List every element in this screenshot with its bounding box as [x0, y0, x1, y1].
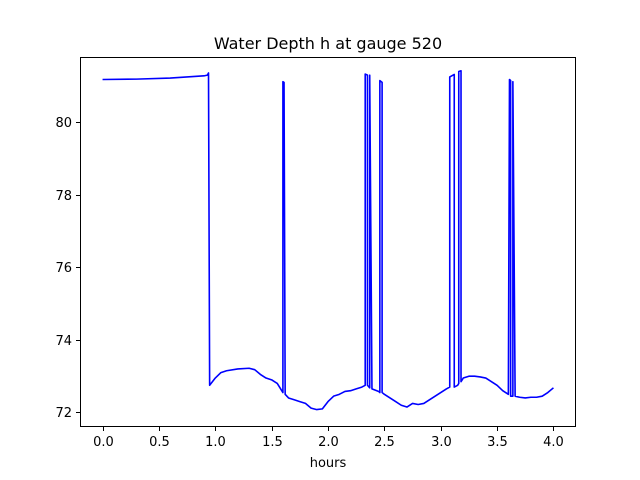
x-tick-label: 4.0 — [543, 435, 564, 450]
y-tick-label: 80 — [55, 116, 72, 131]
x-axis-label: hours — [310, 456, 347, 471]
x-tick-label: 3.5 — [487, 435, 508, 450]
y-tick-label: 74 — [55, 334, 72, 349]
x-tick-label: 2.5 — [374, 435, 395, 450]
x-tick-label: 0.0 — [93, 435, 114, 450]
x-tick-label: 0.5 — [149, 435, 170, 450]
chart-title: Water Depth h at gauge 520 — [214, 34, 442, 53]
plot-area-frame — [80, 57, 576, 427]
x-tick-label: 1.0 — [205, 435, 226, 450]
y-tick-label: 72 — [55, 406, 72, 421]
series-layer — [102, 69, 554, 411]
y-tick-label: 76 — [55, 261, 72, 276]
series-line-0 — [102, 69, 554, 411]
x-tick-label: 3.0 — [431, 435, 452, 450]
y-axis: 72 74 76 78 80 — [55, 116, 80, 421]
x-tick-label: 1.5 — [262, 435, 283, 450]
x-axis: 0.0 0.5 1.0 1.5 2.0 2.5 3.0 3.5 4.0 — [93, 427, 564, 450]
y-tick-label: 78 — [55, 189, 72, 204]
x-tick-label: 2.0 — [318, 435, 339, 450]
